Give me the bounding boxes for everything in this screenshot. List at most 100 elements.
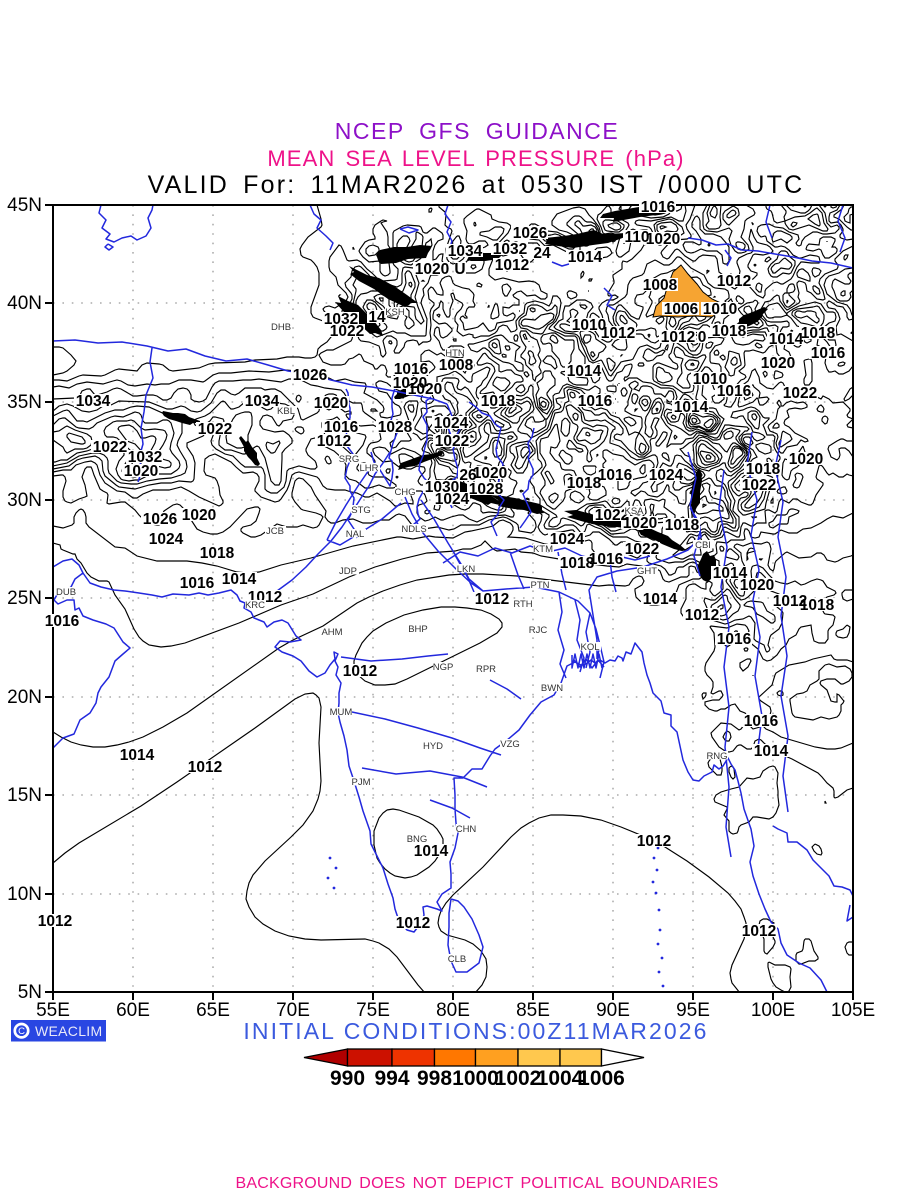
- svg-text:1022: 1022: [625, 541, 659, 558]
- svg-text:1024: 1024: [435, 491, 470, 508]
- svg-text:1012: 1012: [601, 325, 635, 342]
- svg-text:C: C: [18, 1026, 25, 1037]
- svg-text:KBL: KBL: [277, 406, 295, 417]
- svg-text:BWN: BWN: [541, 683, 563, 694]
- svg-text:1008: 1008: [643, 277, 678, 294]
- svg-text:998: 998: [417, 1067, 452, 1090]
- svg-text:1022: 1022: [93, 439, 127, 456]
- svg-text:NDLS: NDLS: [401, 524, 426, 535]
- svg-text:KSA: KSA: [624, 506, 644, 517]
- svg-text:1030: 1030: [425, 479, 459, 496]
- svg-text:1032: 1032: [324, 311, 358, 328]
- svg-text:1032: 1032: [493, 241, 527, 258]
- svg-text:75E: 75E: [356, 1000, 390, 1021]
- svg-text:RPR: RPR: [476, 664, 496, 675]
- svg-text:100E: 100E: [751, 1000, 795, 1021]
- svg-text:1016: 1016: [180, 575, 215, 592]
- svg-text:1034: 1034: [448, 243, 483, 260]
- svg-text:NAL: NAL: [346, 529, 364, 540]
- svg-text:1024: 1024: [149, 531, 184, 548]
- svg-text:35N: 35N: [7, 392, 42, 413]
- svg-text:LKN: LKN: [457, 564, 476, 575]
- svg-text:994: 994: [374, 1067, 409, 1090]
- svg-text:LHR: LHR: [359, 463, 378, 474]
- svg-text:BNG: BNG: [407, 834, 428, 845]
- svg-text:1010: 1010: [693, 371, 727, 388]
- svg-text:1020: 1020: [124, 463, 158, 480]
- svg-text:990: 990: [330, 1067, 365, 1090]
- svg-text:1018: 1018: [746, 461, 781, 478]
- svg-text:1016: 1016: [744, 713, 779, 730]
- svg-text:DUB: DUB: [56, 587, 76, 598]
- svg-text:1012: 1012: [396, 915, 430, 932]
- svg-text:1000: 1000: [452, 1067, 499, 1090]
- svg-text:KTM: KTM: [533, 544, 553, 555]
- svg-text:1014: 1014: [120, 747, 155, 764]
- svg-text:CLB: CLB: [448, 954, 466, 965]
- svg-text:1026: 1026: [293, 367, 328, 384]
- svg-text:DHB: DHB: [271, 322, 291, 333]
- svg-text:WEACLIM: WEACLIM: [35, 1023, 102, 1039]
- svg-text:0: 0: [698, 329, 707, 346]
- svg-text:40N: 40N: [7, 293, 42, 314]
- svg-text:PJM: PJM: [352, 777, 371, 788]
- svg-text:1018: 1018: [200, 545, 235, 562]
- svg-text:CBI: CBI: [695, 540, 711, 551]
- svg-text:1012: 1012: [188, 759, 222, 776]
- svg-text:1018: 1018: [665, 517, 700, 534]
- svg-text:HTN: HTN: [445, 348, 465, 359]
- svg-text:1016: 1016: [45, 613, 80, 630]
- svg-text:30N: 30N: [7, 490, 42, 511]
- svg-text:1014: 1014: [754, 743, 789, 760]
- svg-text:85E: 85E: [516, 1000, 550, 1021]
- svg-text:KRC: KRC: [245, 600, 265, 611]
- svg-text:80E: 80E: [436, 1000, 470, 1021]
- svg-text:JDP: JDP: [339, 566, 357, 577]
- svg-text:10N: 10N: [7, 884, 42, 905]
- svg-text:1024: 1024: [434, 415, 469, 432]
- svg-text:STG: STG: [351, 505, 371, 516]
- svg-text:CHN: CHN: [456, 824, 477, 835]
- svg-text:1022: 1022: [435, 433, 469, 450]
- svg-text:45N: 45N: [7, 195, 42, 216]
- svg-text:15N: 15N: [7, 785, 42, 806]
- svg-text:1020: 1020: [761, 355, 795, 372]
- svg-text:1016: 1016: [589, 551, 624, 568]
- svg-text:VZG: VZG: [500, 739, 520, 750]
- svg-text:1012: 1012: [475, 591, 509, 608]
- svg-text:105E: 105E: [831, 1000, 875, 1021]
- svg-text:KSH: KSH: [385, 307, 405, 318]
- svg-text:1002: 1002: [495, 1067, 542, 1090]
- svg-text:1016: 1016: [324, 419, 359, 436]
- svg-text:90E: 90E: [596, 1000, 630, 1021]
- svg-text:HYD: HYD: [423, 741, 443, 752]
- svg-text:1016: 1016: [578, 393, 613, 410]
- svg-text:1020: 1020: [623, 515, 657, 532]
- svg-text:1014: 1014: [713, 565, 748, 582]
- svg-text:AHM: AHM: [321, 627, 342, 638]
- svg-text:20N: 20N: [7, 687, 42, 708]
- svg-text:1014: 1014: [568, 249, 603, 266]
- svg-text:1020: 1020: [789, 451, 823, 468]
- svg-text:1014: 1014: [643, 591, 678, 608]
- svg-text:1006: 1006: [664, 301, 699, 318]
- svg-text:KOL: KOL: [580, 642, 599, 653]
- svg-text:1026: 1026: [143, 511, 178, 528]
- svg-text:1014: 1014: [414, 843, 449, 860]
- svg-text:14: 14: [368, 309, 386, 326]
- svg-text:1028: 1028: [378, 419, 413, 436]
- svg-text:VALID For: 11MAR2026 at 0530 I: VALID For: 11MAR2026 at 0530 IST /0000 U…: [148, 171, 805, 199]
- svg-text:1012: 1012: [343, 663, 377, 680]
- svg-text:1022: 1022: [742, 477, 776, 494]
- svg-text:1034: 1034: [245, 393, 280, 410]
- svg-text:GHT: GHT: [637, 566, 657, 577]
- svg-text:BHP: BHP: [408, 624, 428, 635]
- svg-text:1004: 1004: [537, 1067, 584, 1090]
- svg-text:1014: 1014: [674, 399, 709, 416]
- svg-text:1016: 1016: [717, 383, 752, 400]
- svg-text:1018: 1018: [560, 555, 595, 572]
- svg-text:1008: 1008: [439, 357, 474, 374]
- svg-text:1018: 1018: [567, 475, 602, 492]
- svg-text:1012: 1012: [742, 923, 776, 940]
- svg-text:RJC: RJC: [529, 625, 548, 636]
